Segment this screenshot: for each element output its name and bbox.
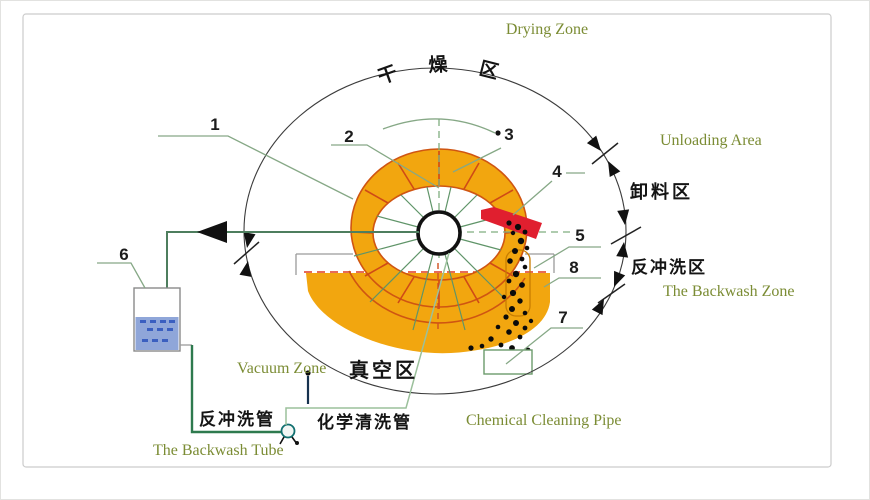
liquid-dashes (140, 320, 175, 342)
label-drying-zone-en: Drying Zone (506, 21, 588, 38)
discharge-channel (505, 249, 531, 317)
leader-8 (543, 277, 601, 288)
leader-3-diag (452, 147, 502, 173)
leader-2 (331, 144, 440, 189)
backwash-tube-pipe (190, 345, 286, 434)
filtrate-pipe (166, 231, 419, 293)
filter-drum (348, 119, 573, 332)
backwash-piping (180, 252, 450, 445)
leader-7 (505, 327, 583, 365)
leader-6 (97, 262, 146, 289)
label-backwash-tube-en: The Backwash Tube (153, 442, 284, 459)
label-chemical-pipe-zh: 化学清洗管 (317, 412, 412, 433)
label-vacuum-zone-en: Vacuum Zone (237, 360, 326, 377)
part-number-7: 7 (558, 308, 567, 327)
label-chemical-pipe-en: Chemical Cleaning Pipe (466, 412, 622, 429)
part-number-5: 5 (575, 226, 584, 245)
flow-arrow-left (197, 221, 227, 243)
label-backwash-zone-zh: 反冲洗区 (631, 257, 707, 278)
part-number-4: 4 (552, 162, 562, 181)
callout-leaders (97, 118, 601, 365)
label-unloading-area-zh: 卸料区 (630, 181, 693, 203)
label-unloading-area-en: Unloading Area (660, 132, 762, 149)
part-number-1: 1 (210, 115, 219, 134)
leader-3-arc (382, 118, 496, 134)
part-number-2: 2 (344, 127, 353, 146)
drum-shaft-hub (416, 210, 462, 256)
part-number-6: 6 (119, 245, 128, 264)
drum-band (351, 149, 528, 307)
pump-icon (279, 423, 299, 445)
tank-side-walls (295, 254, 555, 275)
leader-4 (512, 172, 585, 216)
drum-spokes (353, 186, 507, 331)
zone-span-arrows (239, 135, 630, 316)
part-number-3: 3 (504, 125, 513, 144)
label-drying-zone-zh: 干 燥 区 (375, 53, 501, 88)
valve-marker-dot (305, 370, 311, 376)
leader-3-dot (495, 130, 501, 136)
leader-5 (533, 246, 601, 269)
figure-frame (22, 13, 832, 468)
zone-boundary-ticks (233, 142, 642, 304)
chemical-cleaning-pipe-line (285, 252, 450, 425)
label-backwash-zone-en: The Backwash Zone (663, 283, 795, 300)
filtrate-container (133, 287, 181, 352)
leader-1 (158, 135, 354, 200)
label-backwash-tube-zh: 反冲洗管 (199, 409, 275, 430)
part-number-8: 8 (569, 258, 578, 277)
label-vacuum-zone-zh: 真空区 (349, 358, 418, 382)
filtrate-piping (166, 221, 419, 293)
